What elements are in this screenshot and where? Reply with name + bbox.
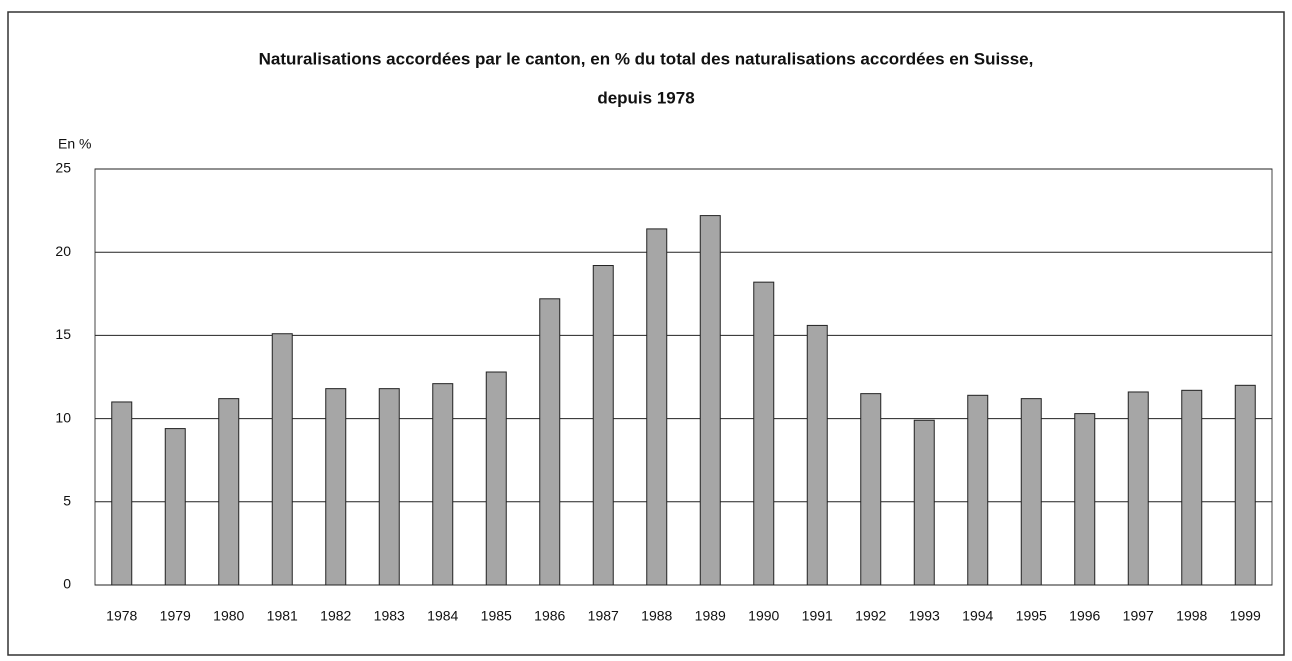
x-tick-label: 1992 (855, 608, 886, 624)
x-tick-label: 1982 (320, 608, 351, 624)
bar (111, 401, 133, 586)
y-tick-label: 10 (55, 409, 71, 425)
bar (1181, 389, 1203, 586)
x-tick-label: 1979 (160, 608, 191, 624)
bar (592, 265, 614, 586)
x-tick-label: 1994 (962, 608, 993, 624)
y-tick-label: 0 (63, 576, 71, 592)
x-tick-label: 1999 (1230, 608, 1261, 624)
bar (539, 298, 561, 586)
x-tick-label: 1993 (909, 608, 940, 624)
y-tick-label: 20 (55, 243, 71, 259)
bar (806, 324, 828, 586)
bar (378, 388, 400, 586)
bar (860, 393, 882, 586)
x-tick-label: 1983 (374, 608, 405, 624)
bar (325, 388, 347, 586)
x-tick-label: 1996 (1069, 608, 1100, 624)
x-tick-label: 1985 (481, 608, 512, 624)
x-tick-label: 1998 (1176, 608, 1207, 624)
x-tick-label: 1984 (427, 608, 458, 624)
bar (432, 383, 454, 586)
x-tick-label: 1991 (802, 608, 833, 624)
bar (646, 228, 668, 586)
bar (271, 333, 293, 586)
x-tick-label: 1988 (641, 608, 672, 624)
x-tick-label: 1980 (213, 608, 244, 624)
bar (164, 428, 186, 586)
x-tick-label: 1987 (588, 608, 619, 624)
x-tick-label: 1989 (695, 608, 726, 624)
y-tick-label: 25 (55, 160, 71, 176)
bar (485, 371, 507, 586)
bar (1074, 413, 1096, 586)
bar (1127, 391, 1149, 586)
x-tick-label: 1978 (106, 608, 137, 624)
y-tick-label: 5 (63, 493, 71, 509)
x-tick-label: 1981 (267, 608, 298, 624)
bar (699, 215, 721, 586)
y-axis-label: En % (58, 136, 91, 152)
x-tick-label: 1990 (748, 608, 779, 624)
chart-title: depuis 1978 (597, 88, 694, 107)
y-tick-label: 15 (55, 326, 71, 342)
bar (1020, 398, 1042, 586)
bar (218, 398, 240, 586)
bar (753, 281, 775, 586)
chart-title: Naturalisations accordées par le canton,… (259, 49, 1034, 68)
x-tick-label: 1997 (1123, 608, 1154, 624)
bar (913, 419, 935, 586)
x-tick-label: 1986 (534, 608, 565, 624)
bar (967, 394, 989, 586)
bar (1234, 384, 1256, 586)
x-tick-label: 1995 (1016, 608, 1047, 624)
